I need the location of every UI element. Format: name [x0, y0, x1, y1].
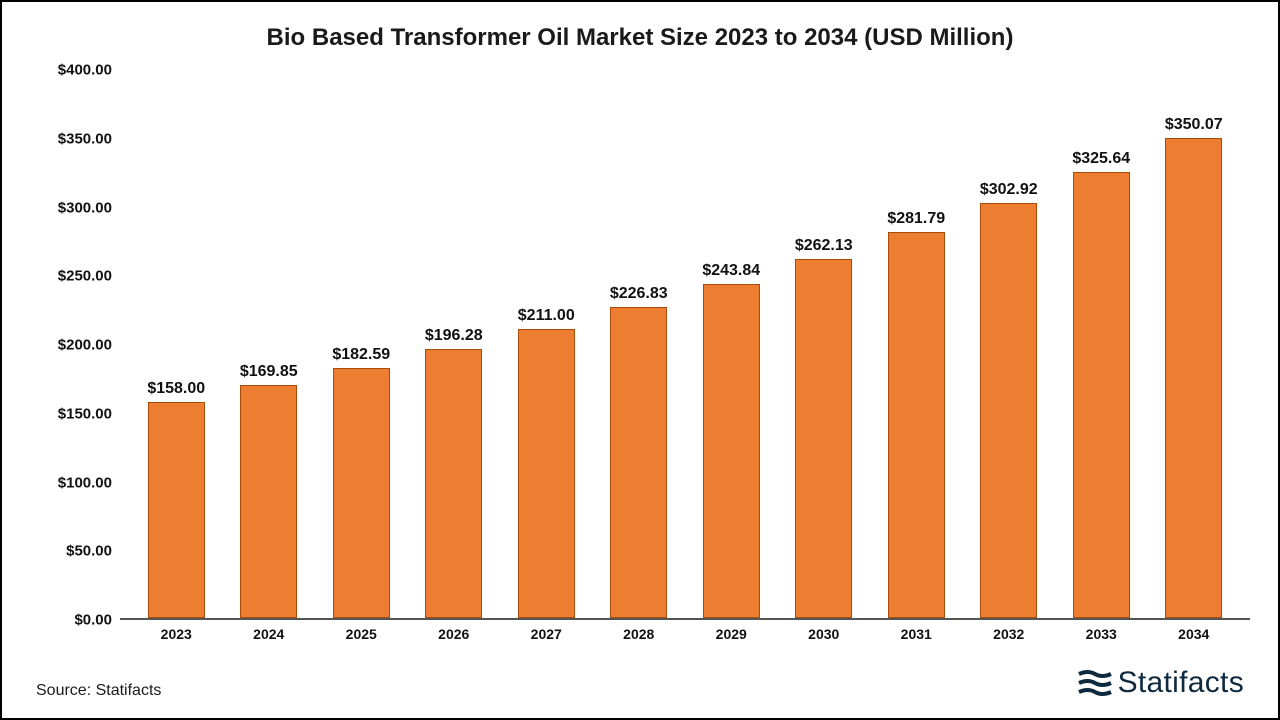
bar-slot: $243.84 — [685, 70, 778, 618]
y-tick-label: $0.00 — [74, 612, 112, 629]
x-tick-label: 2026 — [408, 626, 501, 642]
brand-name: Statifacts — [1118, 666, 1244, 700]
bar-rect — [610, 307, 667, 618]
bar-slot: $226.83 — [593, 70, 686, 618]
y-tick-label: $300.00 — [58, 199, 112, 216]
bar-rect — [795, 259, 852, 618]
bar-slot: $262.13 — [778, 70, 871, 618]
bar-value-label: $302.92 — [980, 181, 1038, 199]
x-tick-label: 2023 — [130, 626, 223, 642]
plot-wrap: $158.00 $169.85 $182.59 $196.28 $211.00 $226.… — [120, 70, 1250, 620]
x-tick-label: 2024 — [223, 626, 316, 642]
y-tick-label: $350.00 — [58, 130, 112, 147]
bar-rect — [980, 203, 1037, 618]
bar-value-label: $243.84 — [702, 262, 760, 280]
x-tick-label: 2030 — [778, 626, 871, 642]
bar-value-label: $158.00 — [147, 380, 205, 398]
bar-rect — [148, 402, 205, 618]
plot-area: $158.00 $169.85 $182.59 $196.28 $211.00 $226.… — [120, 70, 1250, 620]
x-axis-labels: 2023202420252026202720282029203020312032… — [120, 620, 1250, 642]
bar-slot: $350.07 — [1148, 70, 1241, 618]
bar-rect — [1165, 138, 1222, 618]
bar-slot: $158.00 — [130, 70, 223, 618]
bar-rect — [518, 329, 575, 618]
x-tick-label: 2028 — [593, 626, 686, 642]
y-tick-label: $200.00 — [58, 337, 112, 354]
bar-rect — [425, 349, 482, 618]
bar-slot: $169.85 — [223, 70, 316, 618]
x-tick-label: 2031 — [870, 626, 963, 642]
bar-slot: $211.00 — [500, 70, 593, 618]
x-tick-label: 2033 — [1055, 626, 1148, 642]
bar-rect — [333, 368, 390, 618]
bar-value-label: $281.79 — [887, 210, 945, 228]
brand: Statifacts — [1078, 666, 1244, 700]
bar-value-label: $211.00 — [518, 307, 575, 325]
y-tick-label: $400.00 — [58, 62, 112, 79]
bar-slot: $196.28 — [408, 70, 501, 618]
y-tick-label: $250.00 — [58, 268, 112, 285]
x-tick-label: 2032 — [963, 626, 1056, 642]
bar-rect — [703, 284, 760, 618]
bar-slot: $302.92 — [963, 70, 1056, 618]
chart-frame: Bio Based Transformer Oil Market Size 20… — [0, 0, 1280, 720]
chart-body: $0.00$50.00$100.00$150.00$200.00$250.00$… — [30, 70, 1250, 620]
source-text: Source: Statifacts — [36, 682, 161, 700]
x-tick-label: 2027 — [500, 626, 593, 642]
bar-value-label: $196.28 — [425, 327, 483, 345]
chart-footer: Source: Statifacts Statifacts — [30, 666, 1250, 700]
bar-slot: $281.79 — [870, 70, 963, 618]
y-tick-label: $150.00 — [58, 405, 112, 422]
bar-value-label: $325.64 — [1072, 150, 1130, 168]
chart-outer: $0.00 $50.00 $100.00 $150.00 $200.00 $250.00 $… — [30, 70, 1250, 642]
bars-row: $158.00 $169.85 $182.59 $196.28 $211.00 $226.… — [120, 70, 1250, 618]
chart-title: Bio Based Transformer Oil Market Size 20… — [30, 24, 1250, 52]
bar-value-label: $350.07 — [1165, 116, 1223, 134]
x-tick-label: 2025 — [315, 626, 408, 642]
y-tick-label: $50.00 — [66, 543, 112, 560]
y-tick-label: $100.00 — [58, 474, 112, 491]
x-tick-label: 2034 — [1148, 626, 1241, 642]
x-tick-label: 2029 — [685, 626, 778, 642]
bar-value-label: $262.13 — [795, 237, 853, 255]
bar-slot: $325.64 — [1055, 70, 1148, 618]
bar-rect — [888, 232, 945, 618]
bar-rect — [1073, 172, 1130, 618]
y-axis: $0.00$50.00$100.00$150.00$200.00$250.00$… — [30, 70, 120, 620]
bar-value-label: $169.85 — [240, 363, 298, 381]
bar-slot: $182.59 — [315, 70, 408, 618]
bar-rect — [240, 385, 297, 618]
bar-value-label: $182.59 — [332, 346, 390, 364]
bar-value-label: $226.83 — [610, 285, 668, 303]
brand-logo-icon — [1078, 668, 1112, 698]
